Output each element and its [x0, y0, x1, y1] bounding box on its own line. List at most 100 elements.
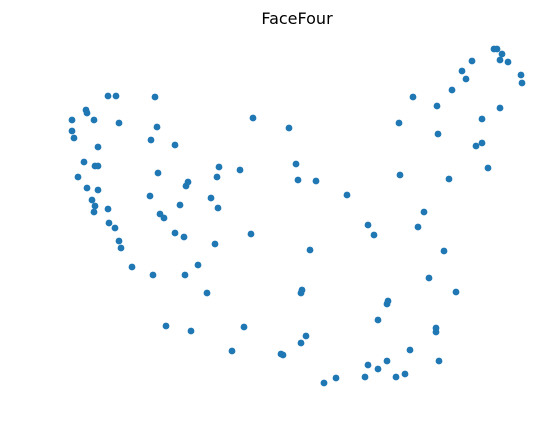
scatter-point [149, 271, 157, 279]
scatter-point [306, 246, 314, 254]
scatter-point [472, 142, 480, 150]
scatter-point [207, 194, 215, 202]
scatter-point [395, 119, 403, 127]
scatter-point [396, 171, 404, 179]
scatter-point [409, 93, 417, 101]
data-points [68, 45, 526, 387]
scatter-point [83, 109, 91, 117]
scatter-point [104, 205, 112, 213]
scatter-point [478, 115, 486, 123]
scatter-point [312, 177, 320, 185]
scatter-point [320, 379, 328, 387]
scatter-point [181, 271, 189, 279]
scatter-point [406, 346, 414, 354]
scatter-point [493, 45, 501, 53]
scatter-point [115, 119, 123, 127]
scatter-point [433, 102, 441, 110]
scatter-point [294, 176, 302, 184]
scatter-point [111, 224, 119, 232]
scatter-point [496, 104, 504, 112]
scatter-point [94, 162, 102, 170]
scatter-point [435, 357, 443, 365]
scatter-point [91, 202, 99, 210]
scatter-point [425, 274, 433, 282]
scatter-point [298, 286, 306, 294]
scatter-point [171, 229, 179, 237]
scatter-point [484, 164, 492, 172]
scatter-point [401, 370, 409, 378]
scatter-point [187, 327, 195, 335]
chart-title: FaceFour [261, 9, 333, 28]
scatter-point [458, 67, 466, 75]
scatter-point [279, 351, 287, 359]
scatter-point [448, 86, 456, 94]
scatter-point [112, 92, 120, 100]
scatter-point [518, 79, 526, 87]
scatter-point [384, 297, 392, 305]
scatter-point [285, 124, 293, 132]
scatter-point [370, 231, 378, 239]
scatter-point [105, 219, 113, 227]
scatter-point [160, 214, 168, 222]
scatter-point [420, 208, 428, 216]
scatter-point [194, 261, 202, 269]
scatter-point [115, 237, 123, 245]
scatter-point [498, 50, 506, 58]
scatter-point [332, 374, 340, 382]
scatter-point [517, 71, 525, 79]
scatter-point [68, 127, 76, 135]
scatter-point [88, 196, 96, 204]
scatter-point [70, 134, 78, 142]
scatter-point [147, 136, 155, 144]
scatter-point [211, 240, 219, 248]
scatter-point [249, 114, 257, 122]
scatter-point [83, 184, 91, 192]
scatter-point [504, 58, 512, 66]
scatter-point [432, 324, 440, 332]
scatter-point [176, 201, 184, 209]
scatter-point [154, 169, 162, 177]
scatter-point [374, 365, 382, 373]
scatter-point [228, 347, 236, 355]
scatter-point [90, 208, 98, 216]
scatter-point [462, 75, 470, 83]
scatter-point [213, 173, 221, 181]
scatter-point [153, 123, 161, 131]
scatter-point [80, 158, 88, 166]
scatter-point [117, 244, 125, 252]
scatter-point [184, 178, 192, 186]
scatter-point [74, 173, 82, 181]
scatter-point [171, 141, 179, 149]
scatter-point [214, 204, 222, 212]
scatter-point [361, 373, 369, 381]
scatter-point [247, 230, 255, 238]
scatter-point [236, 166, 244, 174]
scatter-point [215, 163, 223, 171]
scatter-point [146, 192, 154, 200]
scatter-point [292, 160, 300, 168]
scatter-point [94, 143, 102, 151]
scatter-point [445, 175, 453, 183]
scatter-point [104, 92, 112, 100]
scatter-point [68, 116, 76, 124]
scatter-point [374, 316, 382, 324]
scatter-point [180, 233, 188, 241]
scatter-point [496, 56, 504, 64]
scatter-point [162, 322, 170, 330]
scatter-point [128, 263, 136, 271]
scatter-point [452, 288, 460, 296]
scatter-point [434, 130, 442, 138]
scatter-point [240, 323, 248, 331]
scatter-point [414, 223, 422, 231]
scatter-point [364, 361, 372, 369]
scatter-point [151, 93, 159, 101]
scatter-point [302, 332, 310, 340]
scatter-point [383, 357, 391, 365]
scatter-point [392, 373, 400, 381]
scatter-point [343, 191, 351, 199]
scatter-point [478, 139, 486, 147]
scatter-point [94, 186, 102, 194]
scatter-point [90, 116, 98, 124]
